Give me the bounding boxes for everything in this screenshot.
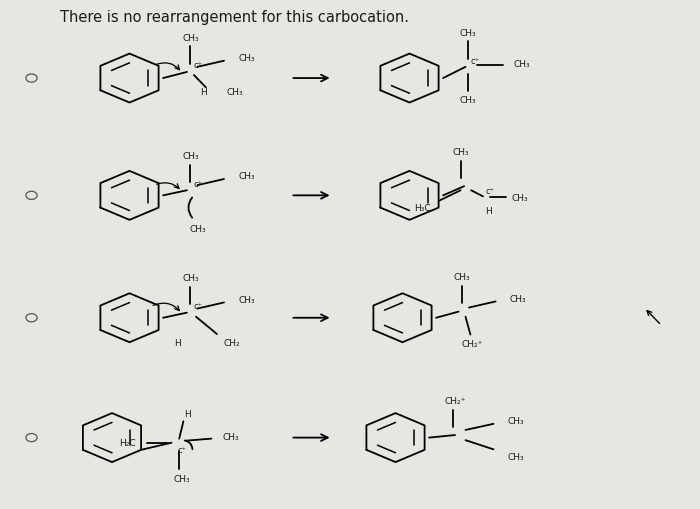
FancyArrowPatch shape [188,198,192,218]
Text: c⁺: c⁺ [194,179,203,188]
Text: c⁺: c⁺ [470,56,480,66]
Text: CH₃: CH₃ [511,193,528,203]
Text: CH₂: CH₂ [224,338,241,347]
Text: CH₃: CH₃ [508,452,524,461]
Text: CH₃: CH₃ [182,274,199,283]
Text: CH₃: CH₃ [189,224,206,234]
FancyArrowPatch shape [153,303,179,311]
FancyArrowPatch shape [157,64,179,71]
Text: CH₃: CH₃ [174,474,190,483]
Text: c⁺: c⁺ [194,301,203,310]
Text: CH₃: CH₃ [182,34,199,43]
Text: H: H [199,88,206,97]
Text: CH₃: CH₃ [459,96,476,105]
Text: c⁺: c⁺ [194,61,203,70]
Text: CH₃: CH₃ [223,432,239,441]
Text: c⁺: c⁺ [485,187,494,196]
Text: CH₃: CH₃ [452,148,469,157]
Text: H: H [485,207,492,216]
Text: CH₃: CH₃ [238,296,255,305]
Text: CH₃: CH₃ [513,60,530,69]
Text: H: H [174,338,181,347]
Text: CH₃: CH₃ [508,416,524,426]
Text: c⁺: c⁺ [178,445,187,454]
Text: There is no rearrangement for this carbocation.: There is no rearrangement for this carbo… [60,10,409,25]
Text: CH₃: CH₃ [227,88,244,97]
Text: CH₃: CH₃ [182,152,199,161]
Text: H: H [184,409,191,418]
Text: CH₃: CH₃ [454,273,470,282]
FancyArrowPatch shape [185,441,193,449]
Text: CH₃: CH₃ [238,54,255,63]
Text: H₃C: H₃C [414,204,430,213]
Text: CH₃: CH₃ [510,295,526,304]
Text: CH₃: CH₃ [238,172,255,181]
Text: H₂C: H₂C [119,438,136,447]
Text: CH₂⁺: CH₂⁺ [462,339,483,348]
FancyArrowPatch shape [157,183,179,189]
Text: CH₂⁺: CH₂⁺ [444,396,466,405]
Text: CH₃: CH₃ [459,29,476,38]
